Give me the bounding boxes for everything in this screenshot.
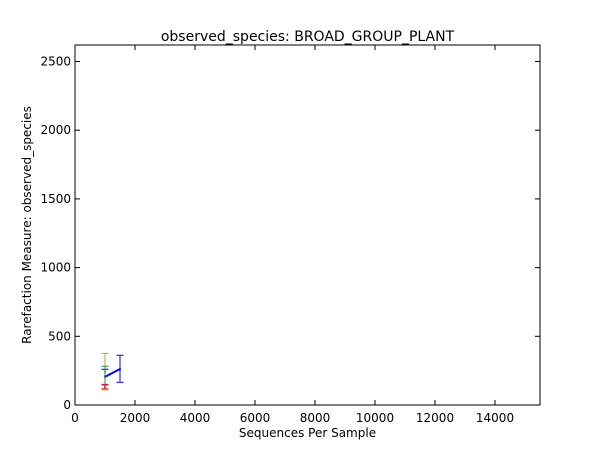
x-tick-label: 8000 bbox=[300, 411, 331, 425]
x-tick-label: 6000 bbox=[240, 411, 271, 425]
x-tick-label: 12000 bbox=[416, 411, 454, 425]
data-point bbox=[104, 385, 106, 388]
data-point bbox=[119, 368, 121, 370]
x-tick-label: 14000 bbox=[476, 411, 514, 425]
y-tick-label: 0 bbox=[63, 398, 71, 412]
y-tick-label: 500 bbox=[48, 329, 71, 343]
plot-area bbox=[74, 44, 541, 406]
chart-title: observed_species: BROAD_GROUP_PLANT bbox=[161, 29, 455, 45]
y-tick-label: 1000 bbox=[40, 261, 71, 275]
series-line bbox=[104, 368, 121, 378]
y-tick-label: 1500 bbox=[40, 192, 71, 206]
x-axis-label: Sequences Per Sample bbox=[239, 426, 376, 440]
y-tick-label: 2000 bbox=[40, 123, 71, 137]
y-axis-label: Rarefaction Measure: observed_species bbox=[20, 106, 34, 344]
y-axis-ticks: 0 500 1000 1500 2000 2500 bbox=[40, 54, 540, 412]
x-tick-label: 10000 bbox=[356, 411, 394, 425]
y-tick-label: 2500 bbox=[40, 54, 71, 68]
data-point bbox=[104, 374, 106, 377]
x-tick-label: 0 bbox=[71, 411, 79, 425]
x-tick-label: 4000 bbox=[180, 411, 211, 425]
series-3 bbox=[101, 384, 109, 390]
series-layer bbox=[101, 352, 124, 391]
x-axis-ticks: 0 2000 4000 6000 8000 10000 12000 14000 bbox=[71, 45, 514, 425]
x-tick-label: 2000 bbox=[120, 411, 151, 425]
